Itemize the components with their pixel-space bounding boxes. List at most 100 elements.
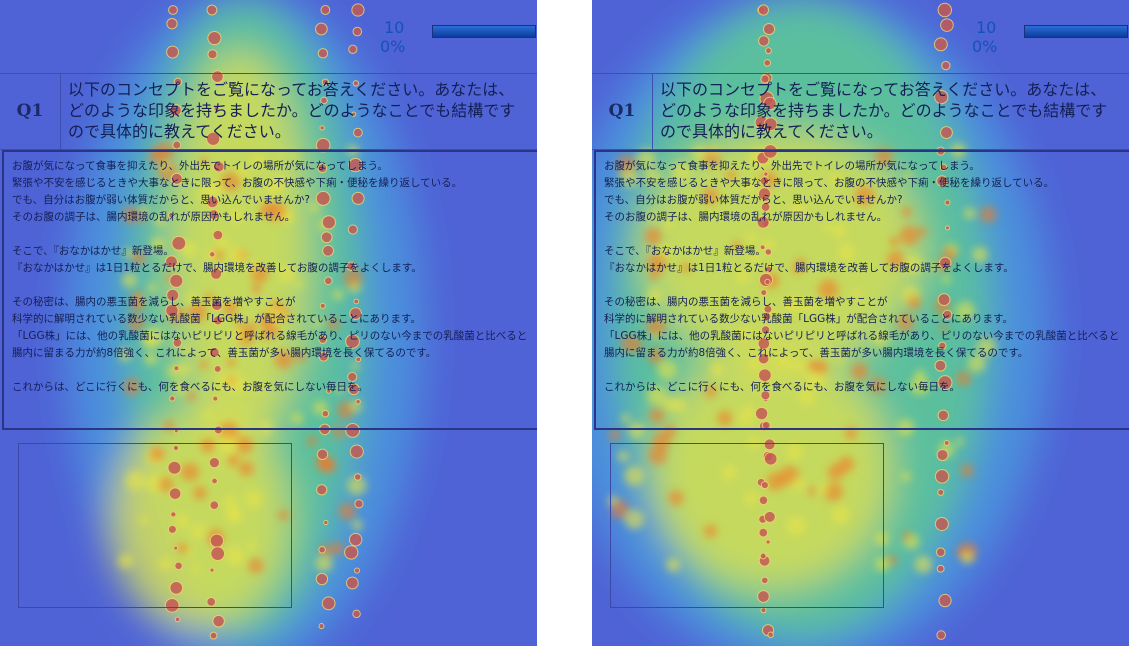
concept-line: でも、自分はお腹が弱い体質だからと、思い込んでいませんか?	[604, 194, 903, 206]
heat-spot	[170, 172, 183, 185]
heat-spot	[963, 207, 976, 220]
heat-spot	[347, 224, 358, 235]
concept-line: でも、自分はお腹が弱い体質だからと、思い込んでいませんか?	[12, 194, 310, 206]
heat-spot	[269, 187, 279, 197]
heat-spot	[209, 347, 220, 358]
heat-spot	[874, 557, 890, 572]
heat-spot	[644, 227, 662, 245]
heat-spot	[976, 336, 996, 357]
heat-spot	[248, 557, 264, 574]
heat-spot	[353, 473, 362, 481]
concept-box: お腹が気になって食事を抑えたり、外出先でトイレの場所が気になってしまう。 緊張や不…	[2, 150, 537, 430]
heat-spot	[227, 246, 246, 265]
heat-spot	[203, 410, 213, 420]
heat-spot	[871, 329, 889, 347]
heat-spot	[914, 555, 933, 574]
heat-spot	[649, 407, 665, 424]
heat-spot	[351, 361, 360, 371]
heat-spot	[323, 519, 329, 526]
heat-spot	[704, 385, 717, 398]
heat-spot	[757, 4, 770, 16]
heat-spot	[154, 214, 167, 226]
heat-spot	[144, 351, 158, 366]
heat-spot	[351, 519, 363, 531]
heat-spot	[617, 450, 629, 463]
answer-box[interactable]	[18, 443, 292, 608]
heat-spot	[313, 318, 323, 328]
heat-spot	[666, 558, 681, 572]
heat-spot	[331, 541, 345, 555]
heat-spot	[345, 334, 360, 349]
heat-spot	[852, 288, 862, 299]
concept-line: これからは、どこに行くにも、何を食べるにも、お腹を気にしない毎日を。	[604, 381, 961, 393]
heat-spot	[776, 355, 789, 368]
heat-spot	[118, 553, 134, 569]
heat-spot	[347, 371, 358, 382]
concept-line: これからは、どこに行くにも、何を食べるにも、お腹を気にしない毎日を。	[12, 381, 369, 393]
heat-spot	[223, 495, 238, 509]
concept-line: お腹が気になって食事を抑えたり、外出先でトイレの場所が気になってしまう。	[12, 160, 388, 172]
heat-spot	[764, 278, 771, 286]
heat-spot	[121, 272, 138, 288]
heat-spot	[166, 288, 180, 302]
answer-box[interactable]	[610, 443, 884, 608]
heat-spot	[763, 59, 772, 67]
answer-count: 10	[384, 18, 405, 37]
concept-line: その秘密は、腸内の悪玉菌を減らし、善玉菌を増やすことが	[12, 296, 296, 308]
heat-spot	[173, 365, 180, 372]
heat-spot	[191, 565, 200, 574]
heat-spot	[227, 376, 236, 385]
heat-spot	[353, 127, 363, 138]
concept-line: そのお腹の調子は、腸内環境の乱れが原因かもしれません。	[604, 211, 888, 223]
heat-spot	[315, 554, 333, 573]
heat-spot	[174, 561, 183, 571]
heat-spot	[709, 362, 725, 378]
heat-spot	[942, 309, 953, 320]
heat-spot	[346, 576, 359, 590]
heat-spot	[933, 37, 948, 52]
heat-spot	[187, 302, 207, 322]
heat-spot	[942, 275, 951, 284]
heat-spot	[252, 154, 265, 167]
heat-spot	[209, 251, 216, 258]
heat-spot	[164, 597, 180, 613]
heat-spot	[939, 163, 948, 171]
heat-spot	[621, 413, 631, 424]
heat-spot	[321, 409, 330, 418]
heat-spot	[790, 203, 806, 219]
heat-spot	[787, 360, 797, 370]
heat-spot	[764, 248, 773, 256]
concept-paragraph: その秘密は、腸内の悪玉菌を減らし、善玉菌を増やすことが 科学的に解明されている数少…	[12, 294, 533, 362]
heat-spot	[917, 227, 927, 236]
heat-spot	[901, 207, 912, 218]
heat-spot	[748, 251, 761, 264]
heat-spot	[294, 280, 304, 289]
heat-spot	[139, 515, 149, 525]
heat-spot	[807, 486, 817, 496]
heat-spot	[837, 243, 856, 262]
heat-spot	[936, 448, 949, 462]
heat-spot	[118, 347, 132, 362]
heat-spot	[238, 461, 254, 477]
heat-spot	[889, 236, 900, 247]
heat-spot	[831, 505, 851, 525]
heat-spot	[758, 368, 772, 383]
heat-spot	[652, 431, 671, 450]
heat-spot	[212, 614, 225, 628]
heat-spot	[123, 378, 141, 396]
heat-spot	[251, 283, 262, 294]
heat-spot	[967, 354, 986, 373]
heat-spot	[680, 262, 691, 273]
heat-spot	[226, 506, 240, 520]
heat-spot	[215, 237, 229, 251]
heat-spot	[672, 162, 691, 182]
heat-spot	[253, 383, 264, 393]
heat-spot	[757, 352, 770, 365]
question-row: Q1 以下のコンセプトをご覧になってお答えください。あなたは、どのような印象を持ち…	[592, 73, 1129, 150]
concept-paragraph: その秘密は、腸内の悪玉菌を減らし、善玉菌を増やすことが 科学的に解明されている数少…	[604, 294, 1125, 362]
heat-spot	[321, 78, 330, 86]
concept-line: そのお腹の調子は、腸内環境の乱れが原因かもしれません。	[12, 211, 296, 223]
heat-spot	[199, 359, 209, 369]
progress-percent: 0%	[380, 37, 406, 56]
question-label: Q1	[0, 74, 61, 149]
